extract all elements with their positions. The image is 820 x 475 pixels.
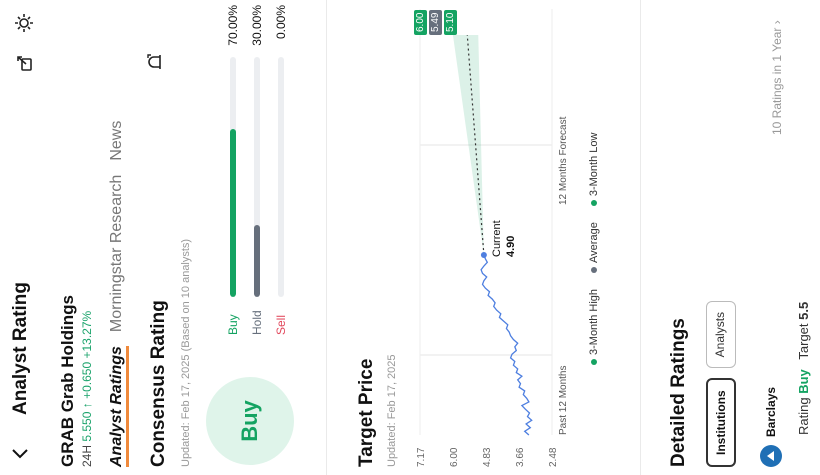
consensus-title: Consensus Rating [148, 300, 169, 467]
forecast-badge-high: 6.00 [414, 9, 427, 35]
rating-bar-buy [230, 57, 236, 297]
consensus-rating-badge: Buy [206, 377, 294, 465]
rating-pct-sell: 0.00% [274, 5, 288, 40]
tab-analyst-ratings[interactable]: Analyst Ratings [108, 346, 129, 467]
consensus-updated: Updated: Feb 17, 2025 (Based on 10 analy… [180, 238, 192, 467]
barclays-logo-icon [760, 445, 782, 467]
rating-filter-group: Institutions Analysts [706, 300, 736, 467]
rating-label-sell: Sell [274, 314, 288, 335]
back-arrow-icon[interactable] [6, 439, 34, 467]
current-price-dot [480, 252, 487, 258]
target-value: 5.5 [796, 301, 811, 320]
stock-name: Grab Holdings [58, 295, 77, 413]
rating-value: Buy [796, 369, 811, 394]
stock-quote: 24H 5.550 ↑ +0.650 +13.27% [80, 311, 94, 467]
y-tick-label: 4.83 [482, 447, 493, 467]
quote-change-pct: +13.27% [80, 310, 94, 359]
page-title: Analyst Rating [10, 281, 31, 415]
forecast-badge-low: 5.10 [444, 9, 457, 35]
price-series-line [480, 254, 533, 436]
y-tick-label: 3.66 [515, 447, 526, 467]
forecast-average-line [466, 34, 485, 256]
rating-pct-hold: 30.00% [250, 5, 264, 46]
forecast-badge-average: 5.49 [429, 9, 442, 35]
tab-bar: Analyst Ratings Morningstar Research New… [108, 121, 129, 467]
target-label: Target [796, 323, 811, 360]
quote-change: +0.650 [80, 361, 94, 399]
alert-icon[interactable] [142, 49, 168, 75]
tab-morningstar-research[interactable]: Morningstar Research [108, 174, 125, 333]
ratings-count-link[interactable]: 10 Ratings in 1 Year › [770, 20, 784, 135]
rating-label: Rating [796, 397, 811, 435]
stock-symbol: GRAB [58, 416, 77, 467]
institution-name: Barclays [764, 386, 778, 437]
rating-distribution: Buy 70.00% Hold 30.00% Sell 0.00% [222, 5, 292, 335]
chart-legend: 3-Month High Average 3-Month Low [588, 133, 600, 365]
legend-3-month-high: 3-Month High [588, 289, 600, 365]
target-price-updated: Updated: Feb 17, 2025 [386, 354, 398, 467]
forecast-range-band [452, 35, 484, 255]
section-divider [326, 0, 327, 475]
rating-fill-buy [230, 129, 236, 297]
rating-bar-hold [254, 57, 260, 297]
stock-title: GRAB Grab Holdings [58, 295, 78, 467]
period-forecast-label: 12 Months Forecast [558, 116, 569, 205]
institution-rating-line: Rating Buy Target 5.5 [796, 302, 811, 435]
y-tick-label: 2.48 [548, 447, 559, 467]
up-arrow-icon: ↑ [80, 402, 94, 409]
rating-row-sell: Sell 0.00% [270, 5, 292, 335]
ratings-count-text: 10 Ratings in 1 Year [770, 27, 784, 135]
forecast-badges: 6.00 5.49 5.10 [414, 9, 457, 35]
y-tick-label: 6.00 [449, 447, 460, 467]
detailed-ratings-title: Detailed Ratings [668, 318, 689, 467]
current-value: 4.90 [505, 236, 517, 257]
rating-row-hold: Hold 30.00% [246, 5, 268, 335]
legend-average: Average [588, 222, 600, 273]
filter-analysts[interactable]: Analysts [706, 300, 736, 369]
target-price-title: Target Price [356, 358, 377, 467]
chevron-right-icon: › [770, 20, 784, 25]
rating-label-hold: Hold [250, 310, 264, 335]
target-price-chart: 7.17 6.00 4.83 3.66 2.48 Current 4.90 Past 1… [410, 0, 570, 475]
rating-pct-buy: 70.00% [226, 5, 240, 46]
period-past-label: Past 12 Months [558, 366, 569, 435]
tab-news[interactable]: News [108, 120, 125, 161]
y-tick-label: 7.17 [416, 447, 427, 467]
legend-3-month-low: 3-Month Low [588, 133, 600, 207]
quote-prefix: 24H [80, 444, 94, 467]
institution-row[interactable]: Barclays [760, 387, 782, 467]
current-label: Current [491, 220, 503, 257]
rating-bar-sell [278, 57, 284, 297]
rating-row-buy: Buy 70.00% [222, 5, 244, 335]
quote-price: 5.550 [80, 411, 94, 442]
brightness-icon[interactable] [12, 11, 36, 35]
filter-institutions[interactable]: Institutions [706, 378, 736, 467]
section-divider-2 [640, 0, 641, 475]
price-chart-svg: 7.17 6.00 4.83 3.66 2.48 Current 4.90 Past 1… [416, 9, 569, 467]
share-icon[interactable] [12, 51, 36, 75]
rating-fill-hold [254, 225, 260, 297]
rating-label-buy: Buy [226, 314, 240, 335]
